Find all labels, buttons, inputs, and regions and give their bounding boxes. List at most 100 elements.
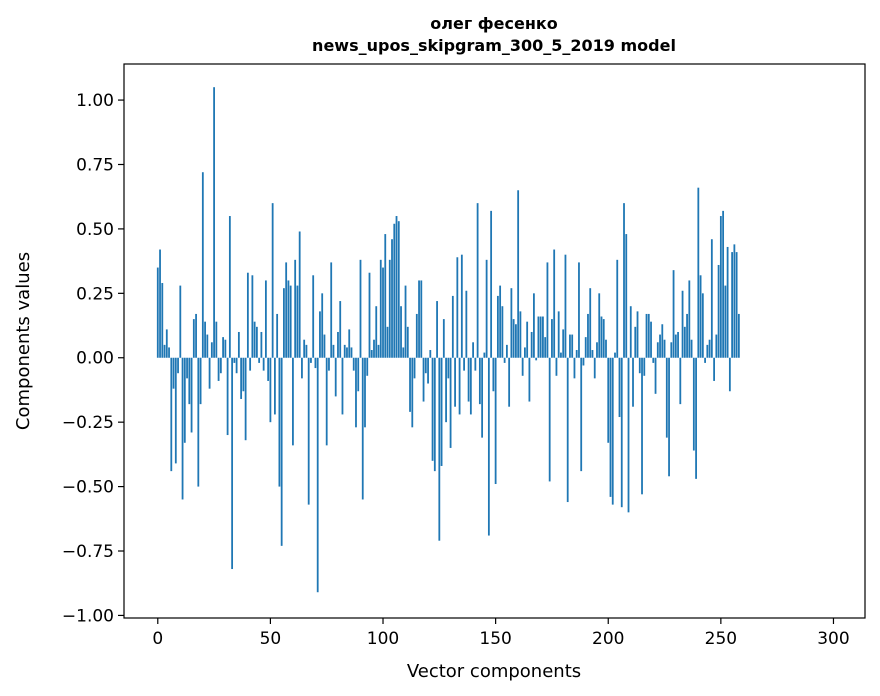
bar-51 xyxy=(271,203,274,358)
bar-75 xyxy=(325,357,328,446)
bar-20 xyxy=(201,172,204,358)
bar-197 xyxy=(600,316,603,358)
bar-194 xyxy=(593,357,596,379)
bar-211 xyxy=(632,357,634,407)
y-tick-label: −0.25 xyxy=(62,413,114,433)
bar-115 xyxy=(415,313,418,358)
bar-82 xyxy=(341,357,344,415)
bar-120 xyxy=(427,357,429,384)
bar-150 xyxy=(494,357,497,485)
chart-subtitle: news_upos_skipgram_300_5_2019 model xyxy=(312,36,676,55)
y-axis-label: Components values xyxy=(13,252,34,430)
bar-111 xyxy=(406,326,409,358)
bar-52 xyxy=(274,357,276,415)
bar-210 xyxy=(629,306,632,358)
y-tick-label: 1.00 xyxy=(76,91,114,111)
y-tick-label: 0.75 xyxy=(76,155,114,175)
bar-144 xyxy=(481,357,484,438)
bar-237 xyxy=(690,339,693,358)
bar-188 xyxy=(580,357,583,472)
bar-41 xyxy=(249,357,252,371)
bar-201 xyxy=(609,357,612,497)
bar-39 xyxy=(244,357,247,441)
bar-123 xyxy=(433,357,436,472)
bar-124 xyxy=(436,301,438,358)
bar-175 xyxy=(551,319,553,358)
bar-219 xyxy=(650,321,652,358)
bar-183 xyxy=(569,334,571,358)
bar-248 xyxy=(715,334,718,358)
bar-108 xyxy=(400,306,402,358)
bar-100 xyxy=(382,267,384,358)
bar-116 xyxy=(418,280,420,358)
bar-90 xyxy=(359,259,362,358)
bar-64 xyxy=(301,357,303,379)
bar-44 xyxy=(255,326,258,358)
bar-228 xyxy=(670,342,673,358)
bar-147 xyxy=(487,357,490,536)
bar-207 xyxy=(623,203,625,358)
bar-214 xyxy=(638,357,641,374)
bar-189 xyxy=(582,357,585,366)
bar-33 xyxy=(231,357,234,570)
bar-130 xyxy=(449,357,452,448)
bar-42 xyxy=(251,275,254,358)
bar-117 xyxy=(420,280,423,358)
bar-97 xyxy=(375,306,378,358)
bar-125 xyxy=(438,357,441,541)
bar-247 xyxy=(713,357,715,381)
bar-69 xyxy=(312,275,315,358)
bar-254 xyxy=(728,357,731,392)
bar-48 xyxy=(264,280,267,358)
bars-group xyxy=(156,87,740,593)
bar-9 xyxy=(177,357,179,374)
bar-127 xyxy=(442,319,445,358)
bar-141 xyxy=(474,357,477,371)
x-tick-label: 150 xyxy=(479,629,511,649)
bar-240 xyxy=(697,187,700,358)
bar-241 xyxy=(699,275,702,358)
bar-29 xyxy=(222,337,224,358)
bar-243 xyxy=(704,357,706,363)
bar-32 xyxy=(228,216,231,358)
bar-81 xyxy=(339,301,342,358)
bar-68 xyxy=(310,357,312,363)
bar-72 xyxy=(319,311,321,358)
bar-151 xyxy=(496,295,499,358)
bar-209 xyxy=(627,357,630,513)
bar-180 xyxy=(562,329,565,358)
bar-149 xyxy=(492,357,495,392)
bar-98 xyxy=(377,344,380,358)
bar-231 xyxy=(677,331,679,358)
bar-229 xyxy=(672,270,675,358)
bar-170 xyxy=(539,316,542,358)
bar-54 xyxy=(278,357,281,487)
bar-178 xyxy=(557,311,560,358)
bar-7 xyxy=(172,357,175,389)
bar-88 xyxy=(355,357,357,428)
bar-56 xyxy=(283,288,285,358)
bar-238 xyxy=(692,357,695,451)
bar-213 xyxy=(636,311,639,358)
bar-224 xyxy=(661,324,664,358)
bar-196 xyxy=(598,293,601,358)
bar-227 xyxy=(668,357,670,477)
bar-139 xyxy=(469,357,472,415)
bar-184 xyxy=(571,334,574,358)
bar-232 xyxy=(679,357,682,405)
bar-222 xyxy=(656,342,659,358)
bar-35 xyxy=(235,357,238,374)
bar-165 xyxy=(528,357,531,402)
bar-49 xyxy=(267,357,270,381)
x-tick-label: 0 xyxy=(152,629,163,649)
bar-225 xyxy=(663,339,666,358)
bar-179 xyxy=(560,352,562,358)
x-tick-label: 250 xyxy=(705,629,737,649)
bar-129 xyxy=(447,357,450,379)
bar-15 xyxy=(190,357,193,433)
bar-244 xyxy=(706,344,709,358)
bar-200 xyxy=(607,357,610,443)
bar-13 xyxy=(186,357,188,379)
bar-71 xyxy=(316,357,319,593)
